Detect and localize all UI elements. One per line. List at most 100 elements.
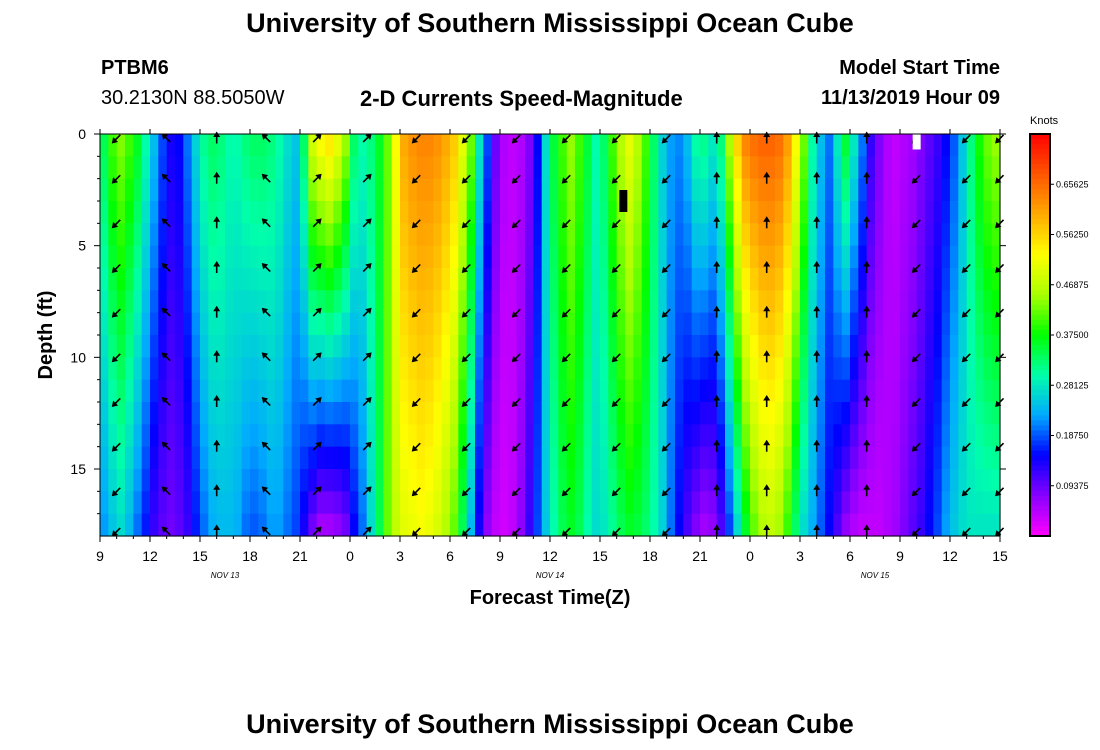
heat-cell [516, 223, 526, 247]
current-arrow [813, 484, 821, 497]
heat-cell [750, 513, 759, 537]
heat-cell [841, 268, 851, 291]
heat-cell [841, 290, 851, 314]
heat-cell [791, 134, 801, 157]
heat-cell [958, 402, 968, 425]
x-tick-label: 0 [346, 548, 354, 564]
heat-cell [141, 469, 151, 492]
heat-cell [975, 424, 984, 448]
arrow-head [763, 524, 771, 530]
heat-cell [666, 134, 676, 157]
heat-cell [950, 424, 959, 448]
heat-cell [125, 357, 134, 381]
heat-cell [433, 491, 443, 515]
heat-cell [908, 335, 918, 358]
heat-cell [725, 312, 734, 336]
heat-cell [500, 178, 509, 202]
current-arrow [961, 527, 971, 537]
heat-cell [341, 156, 351, 180]
heat-cell [208, 245, 218, 269]
x-tick-label: 9 [96, 548, 104, 564]
heat-cell [116, 201, 126, 224]
heat-cell [650, 424, 659, 448]
heat-cell [266, 469, 276, 492]
heat-cell [558, 312, 568, 336]
heat-cell [625, 223, 634, 247]
heat-cell [375, 268, 384, 291]
heat-cell [300, 402, 309, 425]
heat-cell [258, 469, 268, 492]
heat-cell [683, 312, 693, 336]
heat-cell [466, 178, 476, 202]
heat-cell [658, 178, 668, 202]
heat-cell [350, 245, 359, 269]
heat-cell [133, 245, 143, 269]
model-start-label: Model Start Time [839, 57, 1000, 79]
current-arrow [961, 263, 971, 273]
current-arrow [362, 307, 372, 317]
heat-cell [250, 178, 259, 202]
heat-cell [225, 178, 234, 202]
heat-cell [191, 245, 201, 269]
heat-cell [675, 446, 684, 470]
annotations [619, 127, 921, 212]
colorbar-segment [1030, 335, 1050, 341]
heat-cell [625, 491, 634, 515]
heat-cell [850, 379, 859, 403]
heat-cell [808, 379, 818, 403]
current-arrow [763, 350, 771, 363]
heat-cell [741, 178, 751, 202]
heat-cell [275, 446, 284, 470]
date-label: NOV 13 [211, 571, 240, 580]
heat-cell [958, 491, 968, 515]
heat-cell [250, 379, 259, 403]
heat-cell [958, 178, 968, 202]
heat-cell [641, 201, 651, 224]
heat-cell [208, 402, 218, 425]
heat-cell [175, 424, 184, 448]
heat-cell [191, 513, 201, 537]
heat-cell [158, 268, 168, 291]
arrow-head [911, 445, 919, 452]
heat-cell [850, 469, 859, 492]
heat-cell [775, 268, 784, 291]
heat-cell [591, 379, 601, 403]
heat-cell [700, 156, 709, 180]
current-arrow [362, 352, 372, 362]
heat-cell [900, 312, 909, 336]
arrow-head [161, 133, 169, 140]
heat-cell [358, 402, 368, 425]
heat-cell [541, 335, 551, 358]
current-arrow [461, 527, 471, 537]
heat-cell [750, 245, 759, 269]
heat-cell [133, 312, 143, 336]
heat-cell [658, 402, 668, 425]
heat-cell [641, 469, 651, 492]
heat-cell [333, 491, 343, 515]
heat-cell [250, 290, 259, 314]
current-arrow [312, 397, 322, 407]
current-arrow [111, 308, 121, 318]
heat-cell [416, 469, 426, 492]
heat-cell [958, 290, 968, 314]
arrow-head [561, 445, 569, 452]
heat-cell [416, 424, 426, 448]
heat-cell [308, 245, 318, 269]
heat-cell [808, 245, 818, 269]
heat-cell [416, 402, 426, 425]
heat-cell [566, 290, 576, 314]
heat-cell [266, 201, 276, 224]
heat-cell [866, 223, 876, 247]
heat-cell [766, 335, 776, 358]
x-tick-label: 9 [496, 548, 504, 564]
heat-cell [825, 178, 834, 202]
heat-cell [758, 156, 768, 180]
heat-cell [841, 424, 851, 448]
heat-cell [125, 268, 134, 291]
heat-cell [375, 156, 384, 180]
heat-cell [883, 290, 893, 314]
current-arrow [611, 263, 621, 273]
arrow-head [213, 261, 221, 267]
heat-cell [141, 335, 151, 358]
heat-cell [175, 178, 184, 202]
